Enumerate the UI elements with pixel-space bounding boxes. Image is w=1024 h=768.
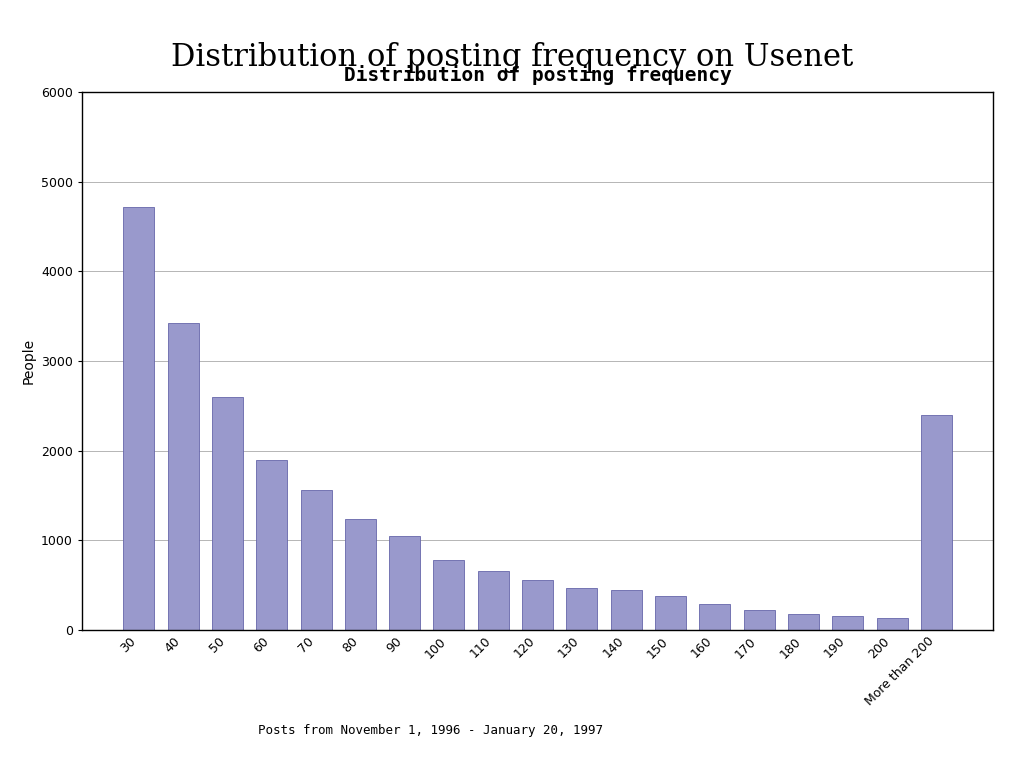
Bar (699, 604, 730, 630)
Bar (921, 415, 952, 630)
Bar (610, 591, 642, 630)
Bar (877, 618, 907, 630)
Title: Distribution of posting frequency: Distribution of posting frequency (344, 65, 731, 85)
Bar (256, 459, 288, 630)
Bar (123, 207, 155, 630)
Bar (168, 323, 199, 630)
Bar (566, 588, 597, 630)
Bar (345, 518, 376, 630)
Bar (833, 616, 863, 630)
Text: Posts from November 1, 1996 - January 20, 1997: Posts from November 1, 1996 - January 20… (258, 724, 602, 737)
Bar (787, 614, 819, 630)
Bar (389, 536, 420, 630)
Bar (433, 560, 465, 630)
Y-axis label: People: People (22, 338, 36, 384)
Bar (522, 580, 553, 630)
Bar (301, 490, 332, 630)
Text: Distribution of posting frequency on Usenet: Distribution of posting frequency on Use… (171, 42, 853, 73)
Bar (655, 596, 686, 630)
Bar (212, 397, 243, 630)
Bar (478, 571, 509, 630)
Bar (743, 611, 774, 630)
